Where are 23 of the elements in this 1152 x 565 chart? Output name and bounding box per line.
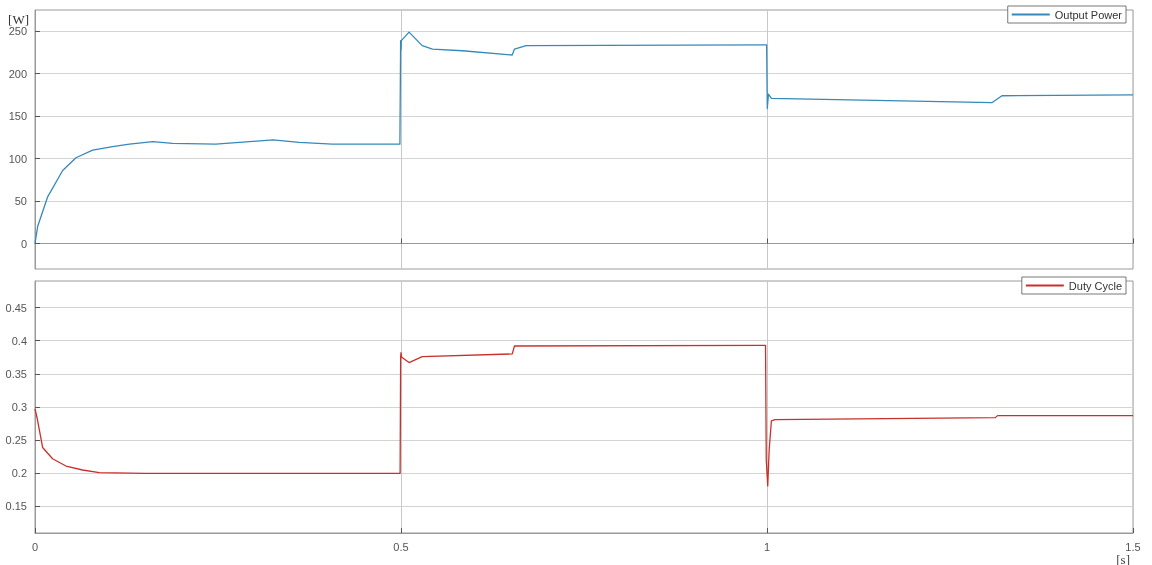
y-tick-label: 0.25 (5, 434, 27, 447)
y-axis-title: [W] (8, 11, 29, 27)
y-tick-label: 0.3 (11, 401, 27, 413)
x-tick-label: 1 (763, 540, 771, 553)
y-tick-label: 0.2 (11, 467, 27, 480)
y-tick-label: 200 (8, 67, 27, 80)
x-tick-label: 0 (31, 540, 39, 553)
x-tick-label: 1.5 (1125, 540, 1141, 553)
y-tick-label: 100 (8, 152, 27, 165)
y-tick-label: 0 (20, 237, 27, 250)
line-series (34, 344, 1134, 487)
x-axis-title: [s] (1116, 552, 1130, 565)
y-tick-label: 50 (14, 195, 27, 208)
y-tick-label: 0.45 (5, 301, 27, 314)
y-tick-label: 250 (8, 25, 27, 38)
line-series (34, 31, 1134, 245)
x-tick-label: 0.5 (393, 540, 409, 553)
y-tick-label: 0.4 (11, 334, 27, 347)
y-tick-label: 150 (8, 110, 27, 123)
legend-label: Duty Cycle (1068, 279, 1123, 292)
y-tick-label: 0.35 (5, 367, 27, 380)
y-tick-label: 0.15 (5, 500, 27, 513)
legend-label: Output Power (1054, 8, 1123, 21)
